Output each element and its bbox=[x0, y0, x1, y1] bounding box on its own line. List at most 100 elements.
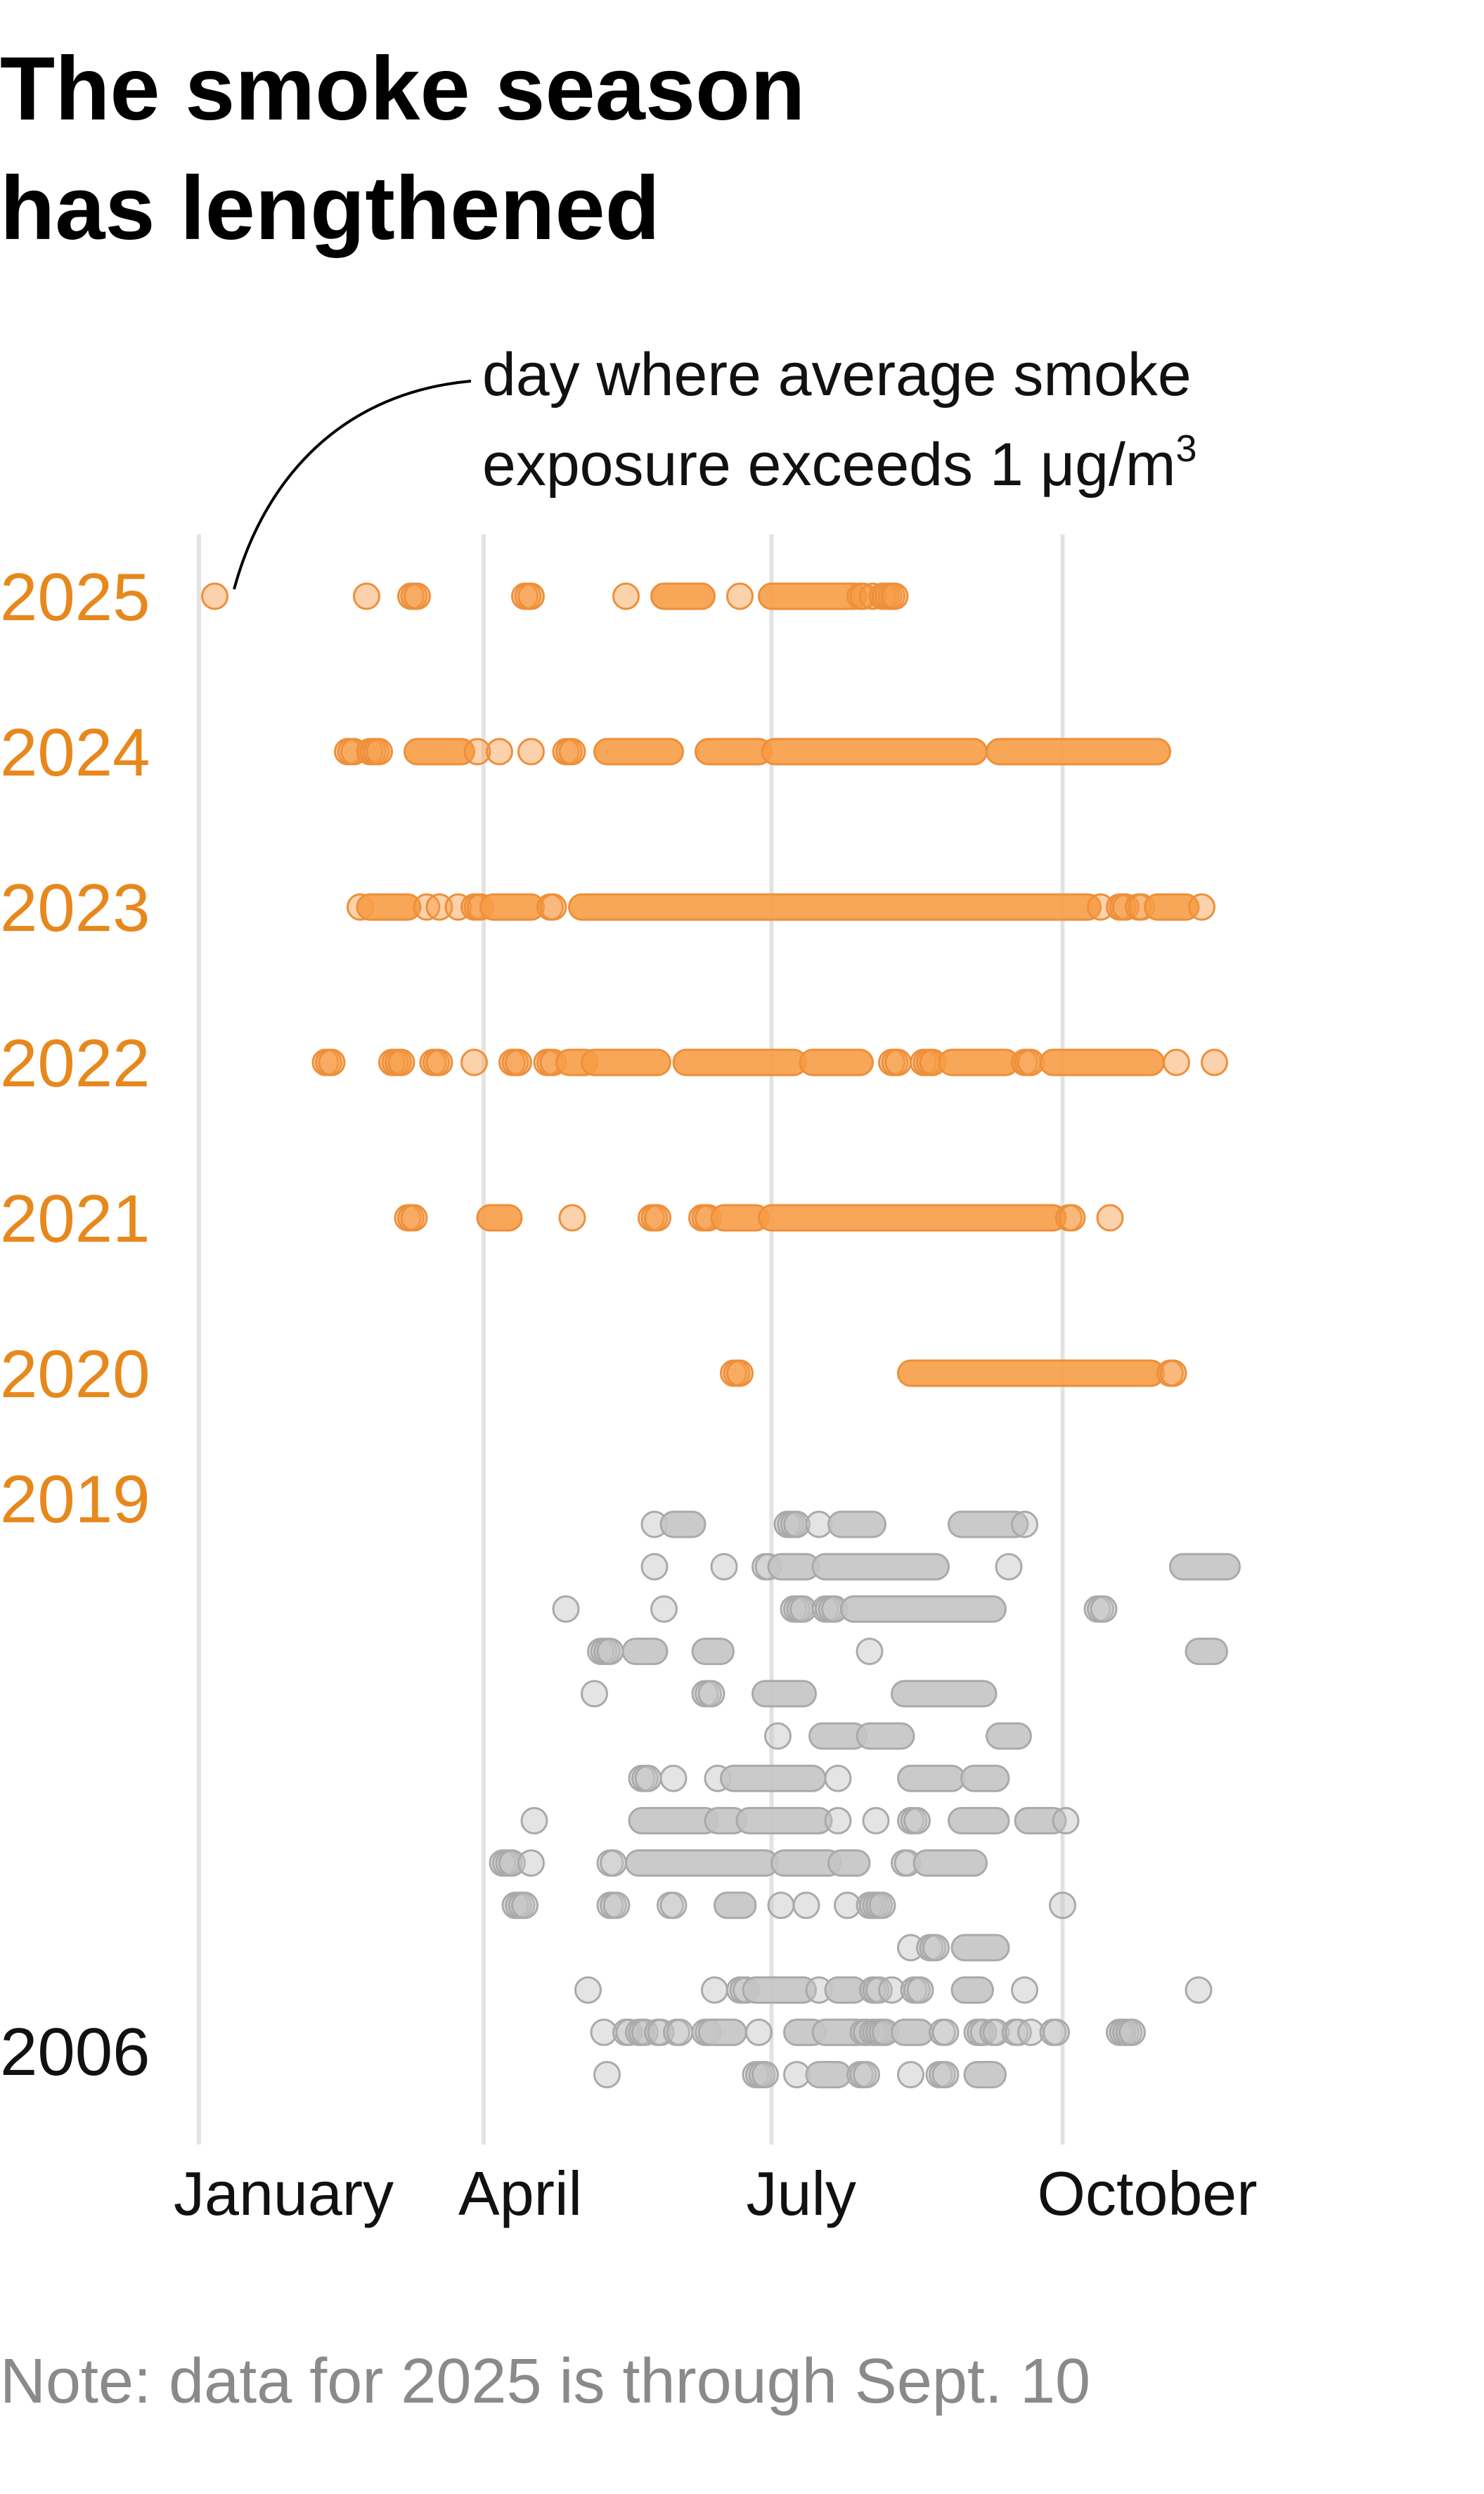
smoke-2023-run-304-313 bbox=[1144, 893, 1200, 921]
year-row-2007 bbox=[590, 2018, 1146, 2046]
year-row-2015 bbox=[581, 1680, 998, 1708]
smoke-2021-run-182-271 bbox=[758, 1204, 1067, 1232]
smoke-2010-dot-217 bbox=[868, 1891, 896, 1920]
year-row-2013 bbox=[628, 1764, 1010, 1792]
smoke-2024-run-183-246 bbox=[761, 738, 988, 766]
smoke-2011-run-204-209 bbox=[827, 1849, 871, 1877]
smoke-2015-run-224-249 bbox=[891, 1680, 998, 1708]
chart-title-line1: The smoke season bbox=[0, 39, 805, 139]
smoke-2006-dot-237 bbox=[931, 2061, 960, 2089]
year-row-2023 bbox=[347, 893, 1215, 921]
smoke-2007-dot-178 bbox=[745, 2018, 773, 2046]
smoke-2023-run-94-106 bbox=[479, 893, 545, 921]
smoke-2025-run-182-208 bbox=[758, 582, 867, 610]
smoke-2006-run-247-252 bbox=[963, 2061, 1007, 2089]
older-years-dots bbox=[489, 1510, 1241, 2089]
x-tick-label-april: April bbox=[458, 2159, 582, 2228]
smoke-2019-run-151-157 bbox=[659, 1510, 706, 1538]
smoke-2025-dot-136 bbox=[612, 582, 640, 610]
smoke-2006-dot-212 bbox=[853, 2061, 880, 2089]
smoke-2006-dot-226 bbox=[897, 2061, 924, 2089]
smoke-2018-dot-167 bbox=[710, 1553, 738, 1581]
smoke-2022-dot-102 bbox=[505, 1048, 532, 1076]
smoke-2021-dot-119 bbox=[558, 1204, 586, 1232]
year-row-2012 bbox=[520, 1806, 1080, 1834]
year-row-2022 bbox=[311, 1048, 1228, 1076]
year-label-2025: 2025 bbox=[0, 560, 150, 635]
smoke-2024-dot-119 bbox=[558, 738, 586, 766]
smoke-2017-run-208-252 bbox=[840, 1595, 1007, 1623]
annotation-leader-line bbox=[233, 380, 472, 590]
smoke-2023-dot-83 bbox=[444, 893, 472, 921]
smoke-2020-dot-309 bbox=[1159, 1359, 1187, 1387]
smoke-2010-dot-274 bbox=[1049, 1891, 1076, 1920]
smoke-2024-run-130-150 bbox=[593, 738, 684, 766]
x-axis: January April July October bbox=[174, 2159, 1258, 2228]
smoke-2010-dot-104 bbox=[511, 1891, 538, 1920]
smoke-2008-dot-164 bbox=[701, 1976, 728, 2004]
smoke-2023-dot-318 bbox=[1188, 893, 1215, 921]
smoke-2022-dot-65 bbox=[387, 1048, 415, 1076]
smoke-2023-dot-77 bbox=[425, 893, 453, 921]
year-row-2008 bbox=[574, 1976, 1213, 2004]
year-label-2021: 2021 bbox=[0, 1181, 150, 1256]
chart-title-line2: has lengthened bbox=[0, 158, 660, 259]
smoke-2015-run-180-192 bbox=[751, 1680, 817, 1708]
smoke-2013-dot-151 bbox=[659, 1764, 688, 1792]
smoke-2025-dot-54 bbox=[353, 582, 380, 610]
x-tick-label-july: July bbox=[747, 2159, 857, 2228]
smoke-2012-dot-215 bbox=[862, 1806, 890, 1834]
smoke-2006-run-197-203 bbox=[805, 2061, 852, 2089]
smoke-2016-dot-131 bbox=[596, 1638, 624, 1666]
smoke-2017-dot-117 bbox=[552, 1595, 580, 1623]
x-tick-label-january: January bbox=[174, 2159, 394, 2228]
smoke-2012-run-175-197 bbox=[735, 1806, 833, 1834]
smoke-2022-dot-310 bbox=[1163, 1048, 1190, 1076]
smoke-2018-dot-145 bbox=[640, 1553, 669, 1581]
smoke-2025-dot-106 bbox=[517, 582, 545, 610]
smoke-2011-run-140-180 bbox=[625, 1849, 779, 1877]
year-row-2016 bbox=[587, 1638, 1228, 1666]
smoke-2018-run-312-326 bbox=[1169, 1553, 1241, 1581]
smoke-2012-dot-107 bbox=[520, 1806, 548, 1834]
smoke-2024-run-162-178 bbox=[695, 738, 773, 766]
smoke-2014-dot-184 bbox=[764, 1722, 792, 1750]
smoke-2012-run-263-271 bbox=[1014, 1806, 1067, 1834]
smoke-2024-dot-58 bbox=[366, 738, 393, 766]
smoke-2025-dot-70 bbox=[404, 582, 431, 610]
smoke-2024-run-254-304 bbox=[986, 738, 1171, 766]
smoke-2012-dot-203 bbox=[824, 1806, 852, 1834]
smoke-2022-run-195-210 bbox=[799, 1048, 874, 1076]
smoke-2008-dot-229 bbox=[906, 1976, 934, 2004]
smoke-2009-run-243-253 bbox=[950, 1934, 1010, 1962]
smoke-2016-run-317-322 bbox=[1185, 1638, 1228, 1666]
smoke-2021-dot-277 bbox=[1058, 1204, 1086, 1232]
smoke-2024-dot-96 bbox=[486, 738, 513, 766]
smoke-2008-run-243-248 bbox=[950, 1976, 994, 2004]
year-row-2020 bbox=[720, 1359, 1187, 1387]
smoke-2010-dot-193 bbox=[792, 1891, 820, 1920]
year-label-2024: 2024 bbox=[0, 715, 150, 790]
year-row-2021 bbox=[394, 1204, 1124, 1232]
smoke-2025-dot-6 bbox=[201, 582, 228, 610]
note-text: Note: data for 2025 is through Sept. 10 bbox=[0, 2346, 1090, 2417]
smoke-2014-run-254-260 bbox=[986, 1722, 1032, 1750]
year-label-2020: 2020 bbox=[0, 1337, 150, 1412]
year-row-2010 bbox=[501, 1891, 1076, 1920]
smoke-2016-run-139-145 bbox=[621, 1638, 669, 1666]
smoke-2017-dot-148 bbox=[650, 1595, 678, 1623]
smoke-2007-dot-253 bbox=[982, 2018, 1010, 2046]
smoke-2007-dot-272 bbox=[1043, 2018, 1070, 2046]
smoke-2010-dot-151 bbox=[659, 1891, 688, 1920]
smoke-2023-run-55-67 bbox=[356, 893, 422, 921]
smoke-2007-run-224-229 bbox=[891, 2018, 934, 2046]
gridlines bbox=[197, 534, 1065, 2145]
smoke-2013-run-170-195 bbox=[720, 1764, 827, 1792]
year-row-2018 bbox=[640, 1553, 1241, 1581]
year-row-2014 bbox=[764, 1722, 1032, 1750]
smoke-2015-dot-126 bbox=[581, 1680, 608, 1708]
smoke-2024-dot-106 bbox=[517, 738, 545, 766]
smoke-2013-run-226-239 bbox=[897, 1764, 966, 1792]
recent-years-dots bbox=[201, 582, 1228, 1387]
smoke-2010-dot-133 bbox=[602, 1891, 631, 1920]
